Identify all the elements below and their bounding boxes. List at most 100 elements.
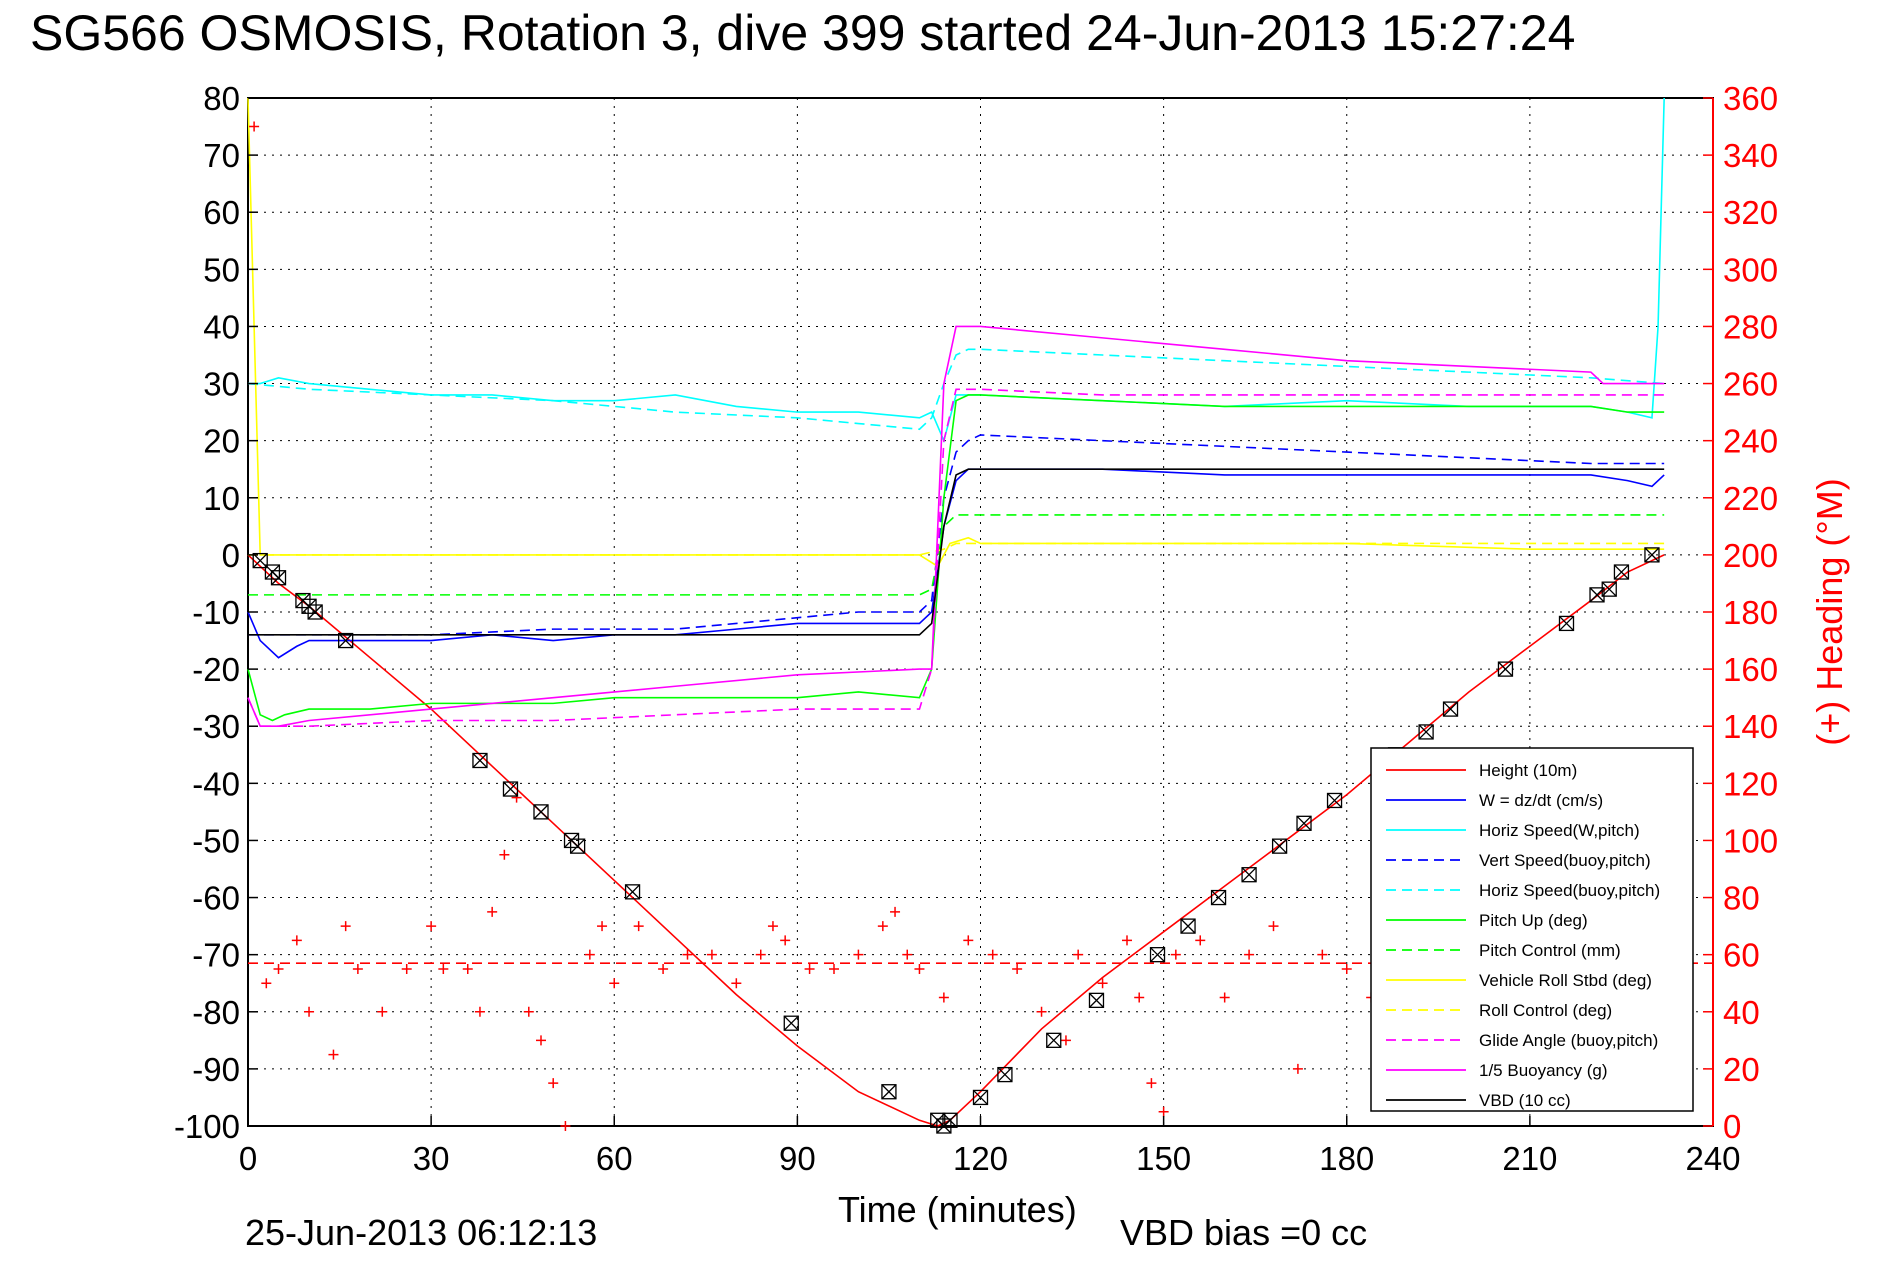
y-tick-label: 10 xyxy=(203,480,240,517)
heading-point xyxy=(536,1035,546,1046)
heading-point xyxy=(658,963,669,974)
legend-label: VBD (10 cc) xyxy=(1479,1091,1571,1110)
marker-box xyxy=(1046,1032,1062,1048)
heading-point xyxy=(487,906,498,917)
height-marker xyxy=(1271,838,1288,854)
height-marker xyxy=(1442,701,1459,717)
y-tick-label: -70 xyxy=(192,937,240,974)
right-tick-label: 120 xyxy=(1723,765,1778,802)
legend-label: W = dz/dt (cm/s) xyxy=(1479,791,1603,810)
legend-label: Pitch Up (deg) xyxy=(1479,911,1588,930)
vbd-bias-label: VBD bias =0 cc xyxy=(1120,1212,1367,1253)
height-marker xyxy=(502,781,519,797)
series-line-10 xyxy=(247,325,1665,728)
marker-box xyxy=(264,564,281,580)
legend: Height (10m) W = dz/dt (cm/s) Horiz Speed(… xyxy=(1370,747,1694,1112)
heading-point xyxy=(462,963,473,974)
right-tick-label: 40 xyxy=(1723,994,1760,1031)
right-tick-label: 320 xyxy=(1723,194,1778,231)
heading-point xyxy=(1134,992,1145,1003)
height-marker xyxy=(338,632,354,649)
y-tick-label: 60 xyxy=(203,194,240,231)
height-marker xyxy=(1088,992,1105,1009)
height-marker xyxy=(270,570,287,586)
x-axis-ticks: 0 30 60 90 120 150 180 210 240 xyxy=(239,1116,1741,1177)
marker-box xyxy=(472,752,488,769)
heading-point xyxy=(1317,949,1328,960)
right-tick-label: 0 xyxy=(1723,1108,1741,1145)
marker-box xyxy=(1210,889,1227,906)
marker-box xyxy=(936,1118,952,1134)
marker-x xyxy=(1272,838,1288,854)
legend-label: Glide Angle (buoy,pitch) xyxy=(1479,1031,1658,1050)
marker-box xyxy=(942,1112,958,1128)
legend-label: Vert Speed(buoy,pitch) xyxy=(1479,851,1651,870)
height-marker xyxy=(1418,724,1434,740)
legend-label: 1/5 Buoyancy (g) xyxy=(1479,1061,1608,1080)
marker-x xyxy=(1089,992,1104,1008)
right-tick-label: 220 xyxy=(1723,480,1778,517)
marker-x xyxy=(1601,581,1617,597)
legend-label: Height (10m) xyxy=(1479,761,1577,780)
heading-point xyxy=(1268,921,1279,932)
legend-label: Horiz Speed(buoy,pitch) xyxy=(1479,881,1660,900)
heading-point xyxy=(853,949,864,960)
right-tick-label: 280 xyxy=(1723,308,1778,345)
x-tick-label: 210 xyxy=(1502,1140,1557,1177)
marker-box xyxy=(972,1089,989,1106)
marker-x xyxy=(881,1084,897,1100)
y-tick-label: -40 xyxy=(192,765,240,802)
marker-box xyxy=(563,832,580,849)
legend-label: Vehicle Roll Stbd (deg) xyxy=(1479,971,1652,990)
marker-box xyxy=(295,592,311,609)
heading-point xyxy=(523,1006,534,1017)
heading-point xyxy=(1244,949,1255,960)
height-marker xyxy=(624,884,641,900)
marker-box xyxy=(783,1015,799,1031)
heading-point xyxy=(1122,935,1132,946)
y-tick-label: -60 xyxy=(192,880,240,917)
heading-point xyxy=(1170,949,1181,960)
marker-x xyxy=(1211,890,1227,906)
heading-point xyxy=(377,1006,388,1017)
marker-x xyxy=(1327,793,1342,808)
heading-point xyxy=(474,1006,485,1017)
legend-label: Pitch Control (mm) xyxy=(1479,941,1621,960)
marker-x xyxy=(1418,724,1434,740)
marker-box xyxy=(1418,724,1434,740)
marker-x xyxy=(1559,615,1574,631)
heading-point xyxy=(352,963,363,974)
y-tick-label: 70 xyxy=(203,137,240,174)
height-marker xyxy=(1497,661,1514,677)
marker-x xyxy=(1498,661,1513,677)
right-tick-label: 100 xyxy=(1723,822,1778,859)
heading-point xyxy=(273,963,284,974)
heading-point xyxy=(438,963,449,974)
heading-point xyxy=(1341,963,1352,974)
heading-point xyxy=(1146,1078,1157,1089)
heading-point xyxy=(963,935,974,946)
marker-box xyxy=(1442,701,1459,717)
right-tick-label: 20 xyxy=(1723,1051,1760,1088)
heading-point xyxy=(1158,1106,1169,1117)
series-line-0 xyxy=(247,554,1665,1127)
height-marker xyxy=(881,1084,897,1100)
heading-point xyxy=(291,935,302,946)
marker-box xyxy=(569,838,586,854)
y-tick-label: -20 xyxy=(192,651,240,688)
plot-area xyxy=(247,97,1714,1134)
heading-point xyxy=(902,949,913,960)
heading-point xyxy=(987,949,998,960)
marker-x xyxy=(1150,947,1165,963)
height-marker xyxy=(569,838,586,854)
marker-x xyxy=(942,1112,958,1128)
height-marker xyxy=(1210,889,1227,906)
heading-point xyxy=(755,949,766,960)
marker-box xyxy=(252,552,268,569)
marker-x xyxy=(1296,815,1312,831)
heading-point xyxy=(914,963,925,974)
marker-x xyxy=(1443,701,1458,717)
height-marker xyxy=(1046,1032,1062,1048)
x-tick-label: 240 xyxy=(1685,1140,1740,1177)
